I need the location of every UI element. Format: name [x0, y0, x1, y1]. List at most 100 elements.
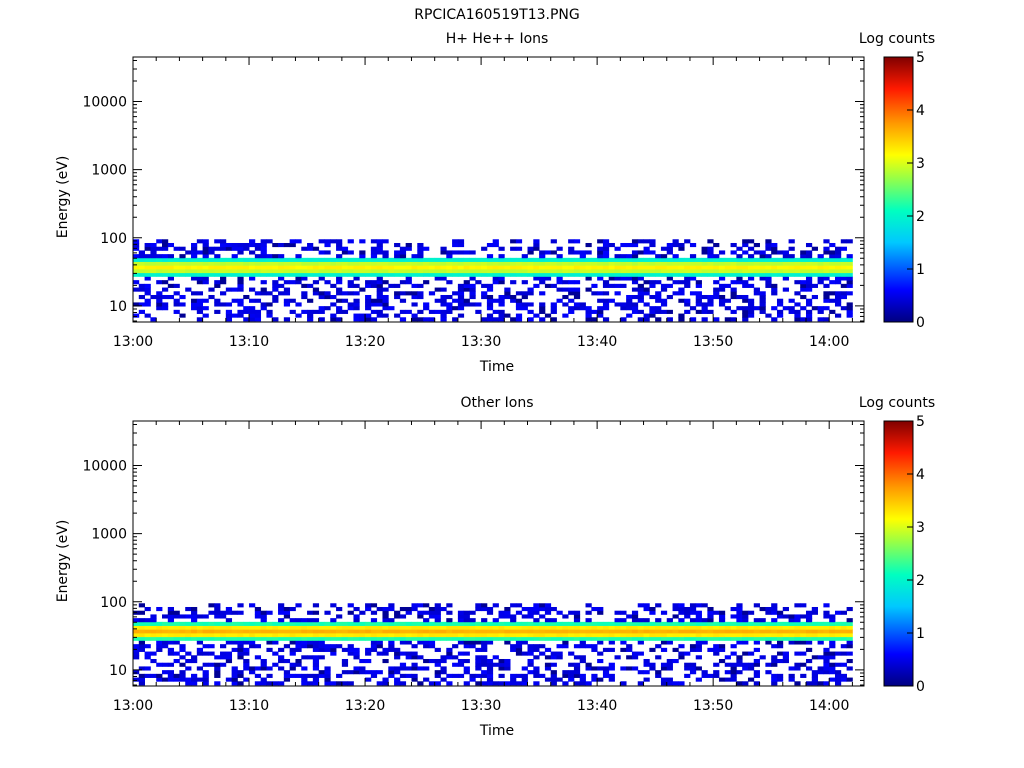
heatmap-cell — [243, 625, 250, 630]
heatmap-cell — [591, 629, 598, 634]
heatmap-cell — [614, 625, 621, 630]
heatmap-cell — [823, 268, 830, 274]
heatmap-cell — [568, 306, 575, 311]
heatmap-cell — [266, 254, 273, 259]
heatmap-cell — [678, 291, 685, 296]
heatmap-cell — [753, 621, 760, 626]
heatmap-cell — [631, 268, 639, 274]
heatmap-cell — [684, 268, 691, 274]
heatmap-cell — [608, 276, 615, 281]
heatmap-cell — [266, 265, 273, 270]
heatmap-cell — [591, 673, 598, 678]
x-tick-label: 13:00 — [113, 698, 153, 714]
heatmap-cell — [689, 257, 697, 262]
heatmap-cell — [834, 257, 842, 262]
heatmap-cell — [550, 306, 557, 311]
heatmap-cell — [423, 603, 430, 608]
heatmap-cell — [498, 261, 505, 266]
colorbar — [883, 420, 914, 687]
heatmap-cell — [579, 254, 586, 259]
heatmap-cell — [794, 640, 801, 645]
heatmap-cell — [446, 647, 453, 652]
heatmap-cell — [376, 280, 383, 285]
heatmap-cell — [579, 677, 586, 682]
heatmap-cell — [713, 242, 720, 248]
heatmap-cell — [463, 280, 470, 285]
heatmap-cell — [724, 621, 731, 626]
heatmap-cell — [283, 610, 291, 615]
heatmap-cell — [324, 677, 331, 682]
heatmap-cell — [266, 610, 273, 615]
heatmap-cell — [156, 257, 163, 262]
heatmap-cell — [231, 242, 238, 248]
heatmap-cell — [144, 265, 151, 270]
heatmap-cell — [312, 610, 320, 615]
heatmap-cell — [834, 651, 842, 656]
heatmap-cell — [631, 257, 639, 262]
heatmap-cell — [655, 309, 662, 314]
heatmap-cell — [295, 636, 302, 641]
heatmap-cell — [469, 265, 476, 270]
heatmap-cell — [742, 250, 749, 255]
heatmap-cell — [382, 614, 389, 619]
heatmap-cell — [324, 681, 331, 686]
heatmap-cell — [765, 268, 772, 274]
heatmap-cell — [834, 625, 842, 630]
heatmap-cell — [353, 621, 360, 626]
heatmap-cell — [481, 658, 488, 664]
heatmap-cell — [736, 294, 743, 300]
heatmap-cell — [278, 291, 285, 296]
heatmap-cell — [620, 618, 627, 623]
heatmap-cell — [318, 670, 325, 675]
heatmap-cell — [823, 658, 830, 664]
heatmap-cell — [324, 268, 331, 274]
heatmap-cell — [138, 640, 145, 645]
heatmap-cell — [498, 280, 505, 285]
heatmap-cell — [742, 636, 749, 641]
heatmap-cell — [510, 614, 517, 619]
heatmap-cell — [492, 261, 499, 266]
heatmap-cell — [266, 666, 273, 671]
heatmap-cell — [550, 681, 557, 686]
heatmap-cell — [411, 677, 418, 682]
heatmap-cell — [225, 655, 233, 660]
heatmap-cell — [736, 606, 743, 612]
heatmap-cell — [220, 632, 227, 638]
heatmap-cell — [591, 268, 598, 274]
heatmap-cell — [829, 621, 836, 626]
heatmap-cell — [544, 250, 552, 255]
heatmap-cell — [179, 254, 186, 259]
heatmap-cell — [805, 254, 813, 259]
heatmap-cell — [759, 291, 766, 296]
heatmap-cell — [544, 662, 552, 667]
heatmap-cell — [423, 666, 430, 671]
heatmap-cell — [283, 644, 291, 649]
heatmap-cell — [237, 287, 244, 292]
heatmap-cell — [742, 317, 749, 322]
heatmap-cell — [672, 239, 679, 244]
heatmap-cell — [771, 242, 778, 248]
heatmap-cell — [649, 647, 656, 652]
heatmap-cell — [515, 313, 523, 318]
heatmap-cell — [423, 302, 430, 307]
heatmap-cell — [753, 636, 760, 641]
heatmap-cell — [475, 666, 482, 671]
heatmap-cell — [370, 644, 378, 649]
heatmap-cell — [225, 246, 233, 251]
heatmap-cell — [637, 257, 644, 262]
heatmap-cell — [341, 272, 349, 277]
heatmap-cell — [220, 662, 227, 667]
heatmap-cell — [643, 261, 650, 266]
heatmap-cell — [742, 268, 749, 274]
heatmap-cell — [231, 670, 238, 675]
heatmap-cell — [423, 272, 430, 277]
heatmap-cell — [486, 298, 494, 303]
heatmap-cell — [504, 662, 511, 667]
heatmap-cell — [527, 265, 534, 270]
heatmap-cell — [399, 632, 407, 638]
heatmap-cell — [846, 302, 853, 307]
heatmap-cell — [318, 632, 325, 638]
heatmap-cell — [475, 662, 482, 667]
heatmap-cell — [515, 265, 523, 270]
heatmap-cell — [428, 265, 436, 270]
